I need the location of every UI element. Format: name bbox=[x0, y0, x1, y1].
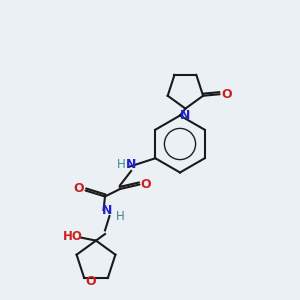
Text: HO: HO bbox=[63, 230, 83, 244]
Text: O: O bbox=[141, 178, 152, 191]
Text: N: N bbox=[126, 158, 136, 172]
Text: O: O bbox=[74, 182, 84, 196]
Text: O: O bbox=[85, 274, 96, 288]
Text: H: H bbox=[116, 158, 125, 172]
Text: N: N bbox=[180, 109, 190, 122]
Text: N: N bbox=[102, 204, 112, 218]
Text: H: H bbox=[116, 209, 124, 223]
Text: O: O bbox=[221, 88, 232, 101]
